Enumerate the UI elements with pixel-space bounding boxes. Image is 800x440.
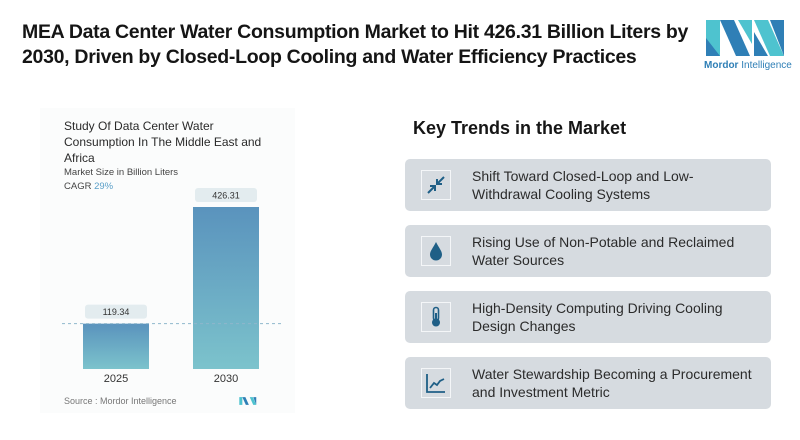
chart-subtitle: Market Size in Billion Liters [64, 167, 179, 178]
chart-source: Source : Mordor Intelligence [64, 396, 177, 406]
line-chart-icon [426, 374, 445, 393]
value-label-bg-2030 [195, 188, 257, 202]
bar-2025 [83, 323, 149, 369]
x-tick-2025: 2025 [104, 373, 128, 385]
trend-label: Rising Use of Non-Potable and Reclaimed … [472, 234, 735, 268]
trend-card-stewardship: Water Stewardship Becoming a Procurement… [405, 357, 771, 409]
trend-label: Water Stewardship Becoming a Procurement… [472, 366, 752, 400]
x-tick-2030: 2030 [214, 373, 238, 385]
value-label-2025: 119.34 [103, 307, 130, 317]
water-drop-icon [430, 242, 442, 261]
chart-cagr: CAGR 29% [64, 181, 114, 192]
chart-title: Study Of Data Center Water Consumption I… [64, 119, 262, 165]
trend-card-closed-loop: Shift Toward Closed-Loop and Low-Withdra… [405, 159, 771, 211]
value-label-2030: 426.31 [212, 191, 240, 201]
thermometer-icon [432, 306, 440, 327]
bar-2030 [193, 207, 259, 369]
logo-text: Mordor Intelligence [704, 60, 792, 71]
trend-label: Shift Toward Closed-Loop and Low-Withdra… [472, 168, 694, 202]
trend-card-high-density: High-Density Computing Driving Cooling D… [405, 291, 771, 343]
trend-card-non-potable: Rising Use of Non-Potable and Reclaimed … [405, 225, 771, 277]
key-trends-title: Key Trends in the Market [413, 118, 627, 138]
trend-label: High-Density Computing Driving Cooling D… [472, 300, 723, 334]
source-logo-icon [239, 397, 257, 405]
mordor-logo-icon [706, 20, 784, 56]
cagr-value: 29% [94, 181, 114, 192]
arrows-inward-icon [427, 176, 445, 194]
page-headline: MEA Data Center Water Consumption Market… [22, 21, 689, 68]
value-label-bg-2025 [85, 304, 147, 319]
